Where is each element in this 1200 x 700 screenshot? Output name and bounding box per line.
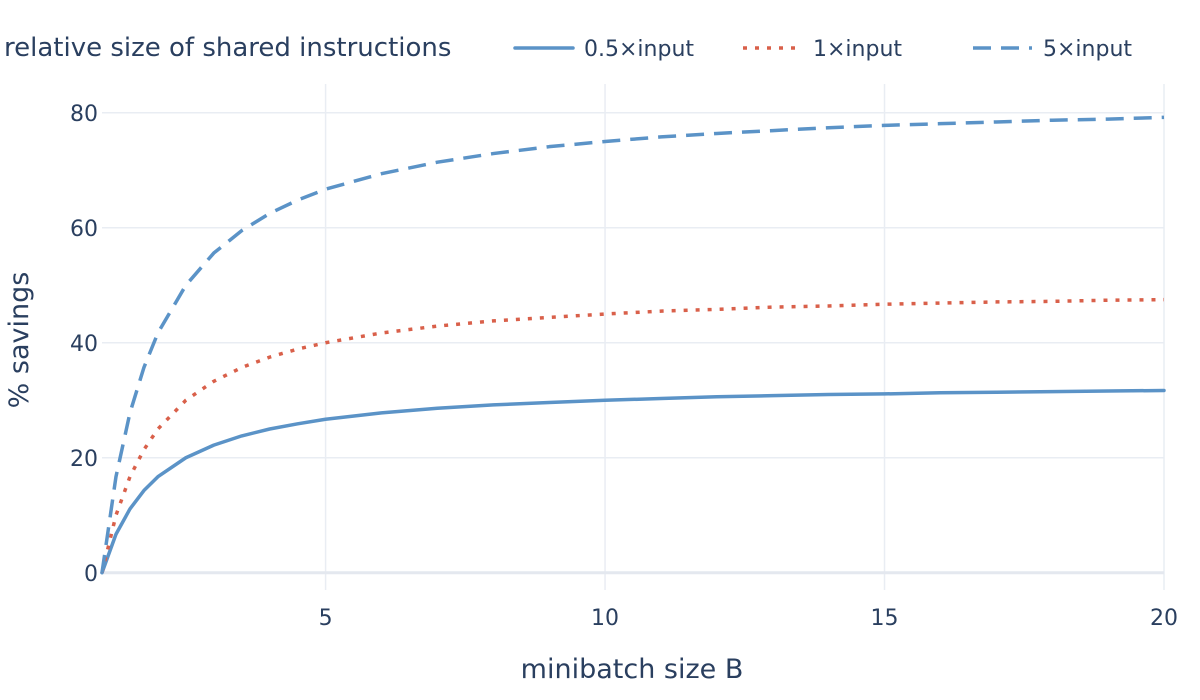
x-axis-title: minibatch size B bbox=[521, 654, 744, 685]
legend-label: 1×input bbox=[813, 37, 902, 62]
series-layer bbox=[100, 115, 1166, 575]
series-line-1[interactable] bbox=[100, 388, 1166, 575]
y-tick-label: 80 bbox=[70, 102, 98, 127]
x-tick-label: 15 bbox=[871, 606, 899, 631]
legend: relative size of shared instructions 0.5… bbox=[4, 33, 1132, 63]
x-tick-label: 10 bbox=[591, 606, 619, 631]
y-tick-label: 40 bbox=[70, 332, 98, 357]
series-line-3[interactable] bbox=[100, 115, 1165, 574]
y-tick-label: 20 bbox=[70, 447, 98, 472]
legend-item-2[interactable]: 5×input bbox=[973, 37, 1132, 62]
y-axis-title: % savings bbox=[4, 272, 35, 409]
legend-label: 5×input bbox=[1043, 37, 1132, 62]
tick-layer: 5 10 15 20 0 20 40 60 80 bbox=[70, 102, 1178, 631]
grid-layer bbox=[102, 84, 1165, 590]
x-tick-label: 5 bbox=[319, 606, 333, 631]
legend-label: 0.5×input bbox=[584, 37, 694, 62]
y-tick-label: 60 bbox=[70, 217, 98, 242]
legend-item-1[interactable]: 1×input bbox=[743, 37, 902, 62]
series-line-2[interactable] bbox=[100, 297, 1165, 574]
legend-title: relative size of shared instructions bbox=[4, 33, 451, 63]
y-tick-label: 0 bbox=[84, 562, 98, 587]
x-tick-label: 20 bbox=[1150, 606, 1178, 631]
legend-item-0[interactable]: 0.5×input bbox=[513, 37, 694, 62]
